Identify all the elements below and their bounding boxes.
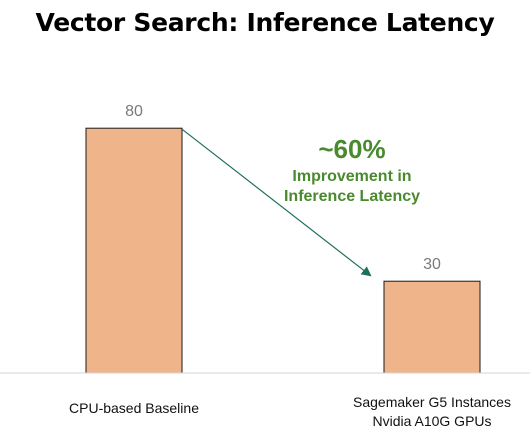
category-label-2-line-2: Nvidia A10G GPUs	[372, 413, 491, 429]
improvement-text-line2: Inference Latency	[283, 188, 421, 205]
bar-value-label-2: 30	[423, 256, 441, 273]
improvement-text-line1: Improvement in	[292, 168, 412, 185]
bar-2	[383, 280, 481, 374]
improvement-percent: ~60%	[318, 134, 386, 164]
category-label-2-line-1: Sagemaker G5 Instances	[353, 394, 511, 410]
category-label-1-line-1: CPU-based Baseline	[69, 400, 199, 416]
bar-value-label-1: 80	[125, 103, 143, 120]
improvement-arrow	[181, 128, 372, 277]
chart-title: Vector Search: Inference Latency	[35, 8, 495, 37]
bar-1	[85, 127, 183, 374]
